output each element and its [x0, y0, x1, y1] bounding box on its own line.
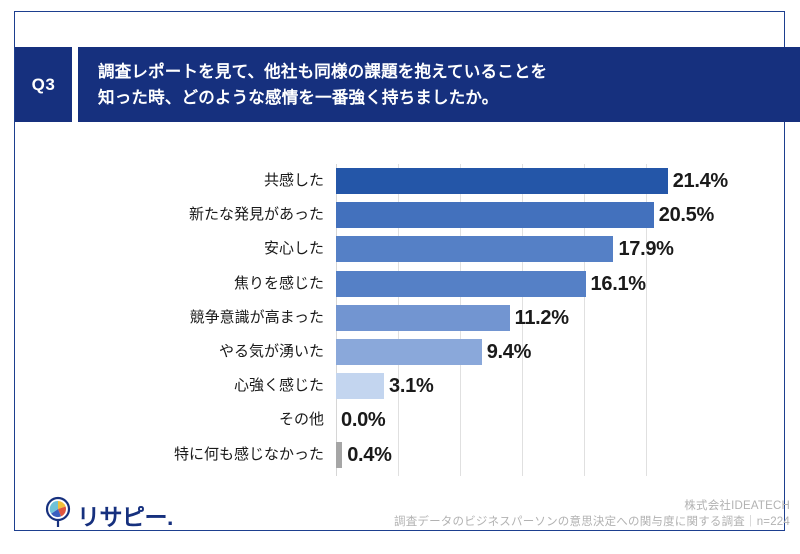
question-line-2: 知った時、どのような感情を一番強く持ちましたか。: [98, 88, 499, 107]
brand-name: リサピー.: [77, 503, 173, 530]
bar-category-label: 競争意識が高まった: [189, 308, 324, 326]
bar-value-label: 9.4%: [486, 341, 532, 363]
bar: [336, 441, 343, 468]
bar-value-label: 0.0%: [341, 409, 386, 432]
bar-category-label: 新たな発見があった: [188, 206, 324, 224]
bar-category-label: 安心した: [263, 240, 324, 258]
bar-row: その他 0.0%: [30, 403, 800, 437]
bar-chart: 共感した 21.4% 新たな発見があった 20.5% 安心した 17.9% 焦りを感じた 16…: [30, 164, 800, 484]
bar-row: 安心した 17.9%: [30, 232, 800, 266]
bar: [336, 168, 668, 194]
bar-value-label: 16.1%: [590, 272, 647, 295]
bar: [336, 270, 586, 297]
bar: [336, 339, 482, 365]
bar: [336, 202, 654, 229]
bar-value-label: 21.4%: [672, 170, 729, 192]
question-number-badge: Q3: [15, 47, 72, 122]
gridline: [522, 164, 523, 476]
bar-row: 心強く感じた 3.1%: [30, 369, 800, 403]
footer: リサピー. 株式会社IDEATECH 調査データのビジネスパーソンの意思決定への…: [30, 490, 800, 543]
gridline: [646, 164, 647, 476]
bar-value-label: 0.4%: [347, 443, 392, 466]
bar-value-label: 3.1%: [389, 375, 434, 398]
footer-credits: 株式会社IDEATECH 調査データのビジネスパーソンの意思決定への関与度に関す…: [394, 498, 790, 530]
magnifier-pie-chart-icon: [43, 496, 73, 533]
bar: [336, 373, 385, 400]
bar-category-label: 特に何も感じなかった: [173, 445, 324, 463]
bar-value-label: 17.9%: [618, 238, 674, 261]
bar-row: 特に何も感じなかった 0.4%: [30, 438, 800, 472]
bar-category-label: やる気が湧いた: [218, 343, 324, 360]
bar-value-label: 20.5%: [658, 204, 715, 227]
bar-category-label: 焦りを感じた: [233, 274, 324, 292]
bar-row: 焦りを感じた 16.1%: [30, 267, 800, 301]
gridline: [584, 164, 585, 476]
bar: [336, 236, 614, 263]
bar-row: やる気が湧いた 9.4%: [30, 335, 800, 369]
brand-logo: リサピー.: [43, 496, 173, 533]
bar-row: 競争意識が高まった 11.2%: [30, 301, 800, 335]
slide-card: Q3 調査レポートを見て、他社も同様の課題を抱えていることを 知った時、どのよう…: [14, 11, 800, 531]
bar: [336, 304, 510, 331]
bar-row: 共感した 21.4%: [30, 164, 800, 198]
bar-value-label: 11.2%: [514, 306, 569, 329]
bar-category-label: その他: [278, 411, 324, 429]
bar-category-label: 共感した: [263, 172, 324, 189]
bar-row: 新たな発見があった 20.5%: [30, 198, 800, 232]
credit-company: 株式会社IDEATECH: [684, 500, 790, 512]
question-line-1: 調査レポートを見て、他社も同様の課題を抱えていることを: [98, 62, 548, 81]
bar-category-label: 心強く感じた: [233, 377, 324, 395]
question-text-box: 調査レポートを見て、他社も同様の課題を抱えていることを 知った時、どのような感情…: [78, 47, 800, 122]
credit-survey: 調査データのビジネスパーソンの意思決定への関与度に関する調査｜n=224: [394, 516, 790, 528]
question-header: Q3 調査レポートを見て、他社も同様の課題を抱えていることを 知った時、どのよう…: [15, 47, 800, 122]
